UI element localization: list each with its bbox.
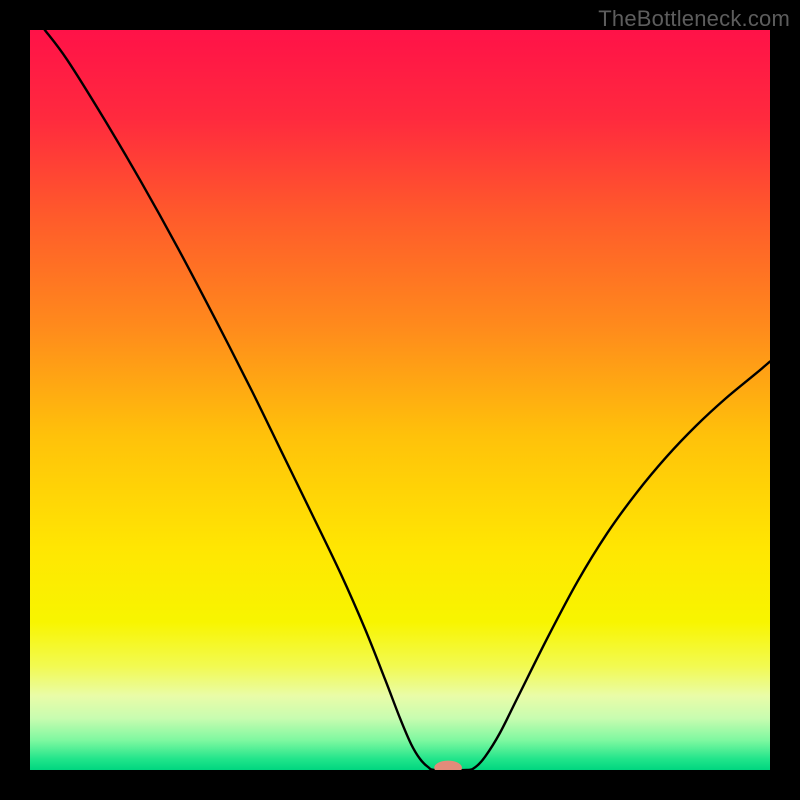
watermark-text: TheBottleneck.com <box>598 6 790 32</box>
heatmap-background <box>30 30 770 770</box>
bottleneck-chart <box>0 0 800 800</box>
